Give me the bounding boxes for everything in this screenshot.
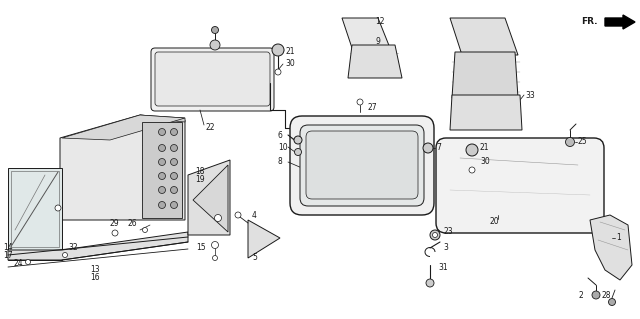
Text: 10: 10 [278,143,287,152]
Circle shape [159,187,166,194]
Text: 22: 22 [205,123,214,132]
Polygon shape [342,18,390,48]
Circle shape [159,159,166,166]
Text: 24: 24 [14,259,24,269]
Circle shape [26,259,31,264]
FancyBboxPatch shape [436,138,604,233]
Circle shape [433,233,438,238]
Text: 21: 21 [285,48,294,56]
Circle shape [170,202,177,209]
Text: 13: 13 [90,265,100,275]
Polygon shape [140,115,185,122]
Text: 5: 5 [252,254,257,263]
Circle shape [159,202,166,209]
Circle shape [430,230,440,240]
Text: 29: 29 [110,219,120,228]
FancyBboxPatch shape [300,125,424,206]
Circle shape [159,129,166,136]
Text: 32: 32 [68,242,77,251]
Circle shape [423,143,433,153]
FancyBboxPatch shape [151,48,274,111]
Circle shape [210,40,220,50]
Text: 28: 28 [602,291,611,300]
Text: 1: 1 [616,234,621,242]
Text: 23: 23 [443,227,452,236]
Text: FR.: FR. [582,18,598,26]
Polygon shape [193,165,228,232]
Circle shape [170,145,177,152]
Polygon shape [248,220,280,258]
Polygon shape [452,52,518,98]
Text: 3: 3 [443,243,448,253]
Text: 9: 9 [375,38,380,47]
Circle shape [294,136,302,144]
Circle shape [212,256,218,261]
Text: 6: 6 [278,130,283,139]
Text: 19: 19 [195,175,205,184]
Circle shape [214,214,221,221]
Polygon shape [60,115,185,220]
FancyArrow shape [605,15,635,29]
Text: 8: 8 [278,158,283,167]
Circle shape [294,149,301,155]
Circle shape [275,69,281,75]
Text: 12: 12 [375,18,385,26]
Circle shape [609,299,616,306]
Text: 7: 7 [436,144,441,152]
Circle shape [55,205,61,211]
Polygon shape [8,232,188,260]
Circle shape [112,230,118,236]
Text: 14: 14 [3,242,13,251]
Circle shape [170,159,177,166]
Polygon shape [450,18,518,55]
Text: 17: 17 [3,250,13,259]
Text: 31: 31 [438,263,447,272]
Circle shape [426,279,434,287]
Polygon shape [62,115,185,140]
Circle shape [63,253,67,257]
Polygon shape [590,215,632,280]
Circle shape [211,26,218,33]
Circle shape [272,44,284,56]
Text: 25: 25 [578,137,588,146]
Circle shape [170,129,177,136]
Text: 4: 4 [252,211,257,219]
Text: 33: 33 [525,91,535,100]
Circle shape [357,99,363,105]
Text: 15: 15 [196,243,205,253]
Text: 16: 16 [90,273,100,283]
Polygon shape [8,168,62,250]
Circle shape [592,291,600,299]
FancyBboxPatch shape [306,131,418,199]
Circle shape [159,173,166,180]
Circle shape [235,212,241,218]
Text: 21: 21 [480,144,490,152]
Polygon shape [142,122,182,218]
Text: 30: 30 [285,60,295,69]
Text: 26: 26 [128,219,138,228]
FancyBboxPatch shape [290,116,434,215]
Text: 20: 20 [490,218,500,226]
Circle shape [469,167,475,173]
Polygon shape [188,160,230,235]
Circle shape [170,187,177,194]
Text: 18: 18 [195,167,205,176]
Text: 27: 27 [368,103,378,113]
Polygon shape [348,45,402,78]
FancyBboxPatch shape [155,52,270,106]
Circle shape [466,144,478,156]
Circle shape [211,241,218,249]
Circle shape [566,137,575,146]
Circle shape [170,173,177,180]
Circle shape [159,145,166,152]
Circle shape [143,227,147,233]
Text: 30: 30 [480,158,490,167]
Polygon shape [450,95,522,130]
Text: 2: 2 [579,291,583,300]
